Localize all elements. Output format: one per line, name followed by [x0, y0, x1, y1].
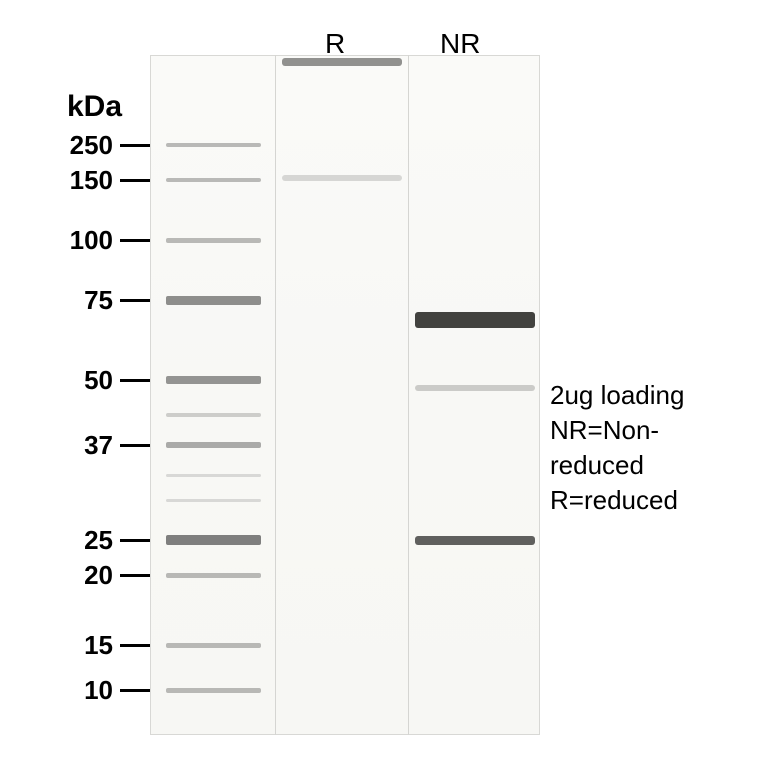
- lane-divider-2: [408, 55, 409, 735]
- mw-tick: [120, 574, 150, 577]
- gel-band: [166, 688, 261, 693]
- loading-annotation: 2ug loading NR=Non- reduced R=reduced: [550, 378, 684, 518]
- mw-tick: [120, 299, 150, 302]
- mw-tick: [120, 239, 150, 242]
- mw-tick: [120, 444, 150, 447]
- annotation-line: NR=Non-: [550, 413, 684, 448]
- mw-tick: [120, 379, 150, 382]
- gel-band: [415, 312, 535, 328]
- annotation-line: 2ug loading: [550, 378, 684, 413]
- mw-label: 37: [84, 430, 113, 461]
- gel-band: [166, 413, 261, 417]
- mw-tick: [120, 689, 150, 692]
- gel-figure: kDa 250 150 100 75 50 37 25 20 15 10 R NR 2ug loa…: [0, 0, 764, 764]
- lane-divider-1: [275, 55, 276, 735]
- mw-label: 20: [84, 560, 113, 591]
- mw-label: 10: [84, 675, 113, 706]
- gel-band: [166, 535, 261, 545]
- mw-tick: [120, 539, 150, 542]
- annotation-line: reduced: [550, 448, 684, 483]
- mw-tick: [120, 179, 150, 182]
- annotation-line: R=reduced: [550, 483, 684, 518]
- gel-band: [282, 175, 402, 181]
- lane-label-nonreduced: NR: [440, 28, 480, 60]
- mw-label: 15: [84, 630, 113, 661]
- gel-band: [166, 573, 261, 578]
- gel-band: [415, 536, 535, 545]
- mw-tick: [120, 144, 150, 147]
- gel-band: [166, 238, 261, 243]
- gel-band: [166, 143, 261, 147]
- gel-band: [282, 58, 402, 66]
- gel-band: [166, 442, 261, 448]
- lane-label-reduced: R: [325, 28, 345, 60]
- mw-label: 250: [70, 130, 113, 161]
- mw-label: 50: [84, 365, 113, 396]
- gel-band: [415, 385, 535, 391]
- gel-band: [166, 499, 261, 502]
- mw-tick: [120, 644, 150, 647]
- mw-label: 150: [70, 165, 113, 196]
- axis-unit-label: kDa: [67, 90, 122, 124]
- mw-label: 75: [84, 285, 113, 316]
- gel-band: [166, 643, 261, 648]
- gel-band: [166, 296, 261, 305]
- gel-border: [150, 55, 540, 735]
- mw-label: 100: [70, 225, 113, 256]
- gel-band: [166, 178, 261, 182]
- gel-band: [166, 474, 261, 477]
- mw-label: 25: [84, 525, 113, 556]
- gel-band: [166, 376, 261, 384]
